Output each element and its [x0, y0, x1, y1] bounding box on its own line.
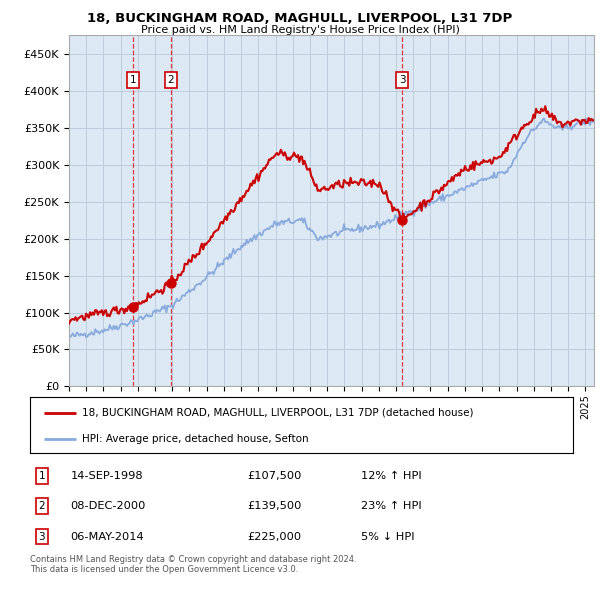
Text: 18, BUCKINGHAM ROAD, MAGHULL, LIVERPOOL, L31 7DP: 18, BUCKINGHAM ROAD, MAGHULL, LIVERPOOL,…	[88, 12, 512, 25]
Text: This data is licensed under the Open Government Licence v3.0.: This data is licensed under the Open Gov…	[30, 565, 298, 574]
Text: 08-DEC-2000: 08-DEC-2000	[71, 502, 146, 512]
Text: 1: 1	[38, 471, 45, 481]
Text: 23% ↑ HPI: 23% ↑ HPI	[361, 502, 422, 512]
Text: 14-SEP-1998: 14-SEP-1998	[71, 471, 143, 481]
Text: 1: 1	[130, 75, 136, 85]
Text: £225,000: £225,000	[247, 532, 301, 542]
Text: 2: 2	[38, 502, 45, 512]
Text: 3: 3	[399, 75, 406, 85]
Text: 5% ↓ HPI: 5% ↓ HPI	[361, 532, 415, 542]
Text: £107,500: £107,500	[247, 471, 302, 481]
Text: 12% ↑ HPI: 12% ↑ HPI	[361, 471, 422, 481]
Text: 2: 2	[167, 75, 174, 85]
Text: HPI: Average price, detached house, Sefton: HPI: Average price, detached house, Seft…	[82, 434, 308, 444]
Text: Price paid vs. HM Land Registry's House Price Index (HPI): Price paid vs. HM Land Registry's House …	[140, 25, 460, 35]
Text: £139,500: £139,500	[247, 502, 302, 512]
Text: 06-MAY-2014: 06-MAY-2014	[71, 532, 145, 542]
Text: 3: 3	[38, 532, 45, 542]
Text: Contains HM Land Registry data © Crown copyright and database right 2024.: Contains HM Land Registry data © Crown c…	[30, 555, 356, 563]
Text: 18, BUCKINGHAM ROAD, MAGHULL, LIVERPOOL, L31 7DP (detached house): 18, BUCKINGHAM ROAD, MAGHULL, LIVERPOOL,…	[82, 408, 473, 418]
